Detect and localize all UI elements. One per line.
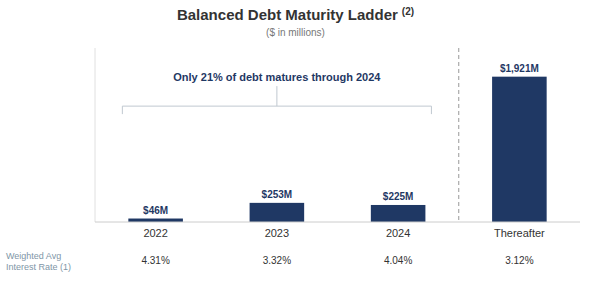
y-axis-line	[95, 48, 96, 222]
separator	[458, 48, 459, 222]
title: Balanced Debt Maturity Ladder (2)	[177, 6, 414, 23]
data-label: $253M	[262, 189, 293, 200]
bracket	[122, 86, 431, 114]
title-superscript: (2)	[402, 6, 414, 17]
rate-value: 3.12%	[505, 255, 533, 266]
data-label: $225M	[383, 191, 414, 202]
chart: Balanced Debt Maturity Ladder (2) ($ in mi…	[0, 0, 591, 289]
bracket-stem	[276, 86, 277, 106]
x-tick-label: 2022	[143, 227, 167, 239]
data-label: $1,921M	[500, 63, 539, 74]
bars	[128, 77, 546, 222]
bracket-line	[122, 106, 431, 114]
annotation: Only 21% of debt matures through 2024	[173, 71, 381, 83]
subtitle: ($ in millions)	[266, 27, 325, 38]
x-tick-label: 2024	[386, 227, 410, 239]
rate-value: 4.31%	[141, 255, 169, 266]
data-label: $46M	[143, 205, 168, 216]
rates-label-line: Weighted Avg	[6, 251, 61, 261]
rate-value: 4.04%	[384, 255, 412, 266]
x-tick-label: Thereafter	[494, 227, 545, 239]
rate-value: 3.32%	[263, 255, 291, 266]
rates-label-line: Interest Rate (1)	[6, 262, 71, 272]
rates-label: Weighted AvgInterest Rate (1)	[6, 251, 71, 272]
bar	[128, 219, 183, 222]
bar	[492, 77, 547, 222]
bar	[250, 203, 305, 222]
title-main: Balanced Debt Maturity Ladder	[177, 6, 398, 23]
x-axis-line	[95, 222, 580, 223]
x-tick-label: 2023	[265, 227, 289, 239]
bar	[371, 205, 426, 222]
